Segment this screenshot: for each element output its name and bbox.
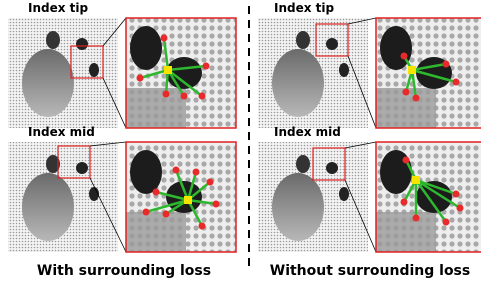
predicted-joint [408, 66, 416, 74]
joint-point [199, 93, 206, 100]
joint-point [137, 75, 144, 82]
zoom-hand [126, 88, 186, 128]
panel-label: Index tip [28, 1, 89, 15]
palm [272, 49, 324, 117]
finger [339, 187, 349, 201]
zoom-hand [376, 212, 436, 252]
finger [89, 63, 99, 77]
joint-point [413, 215, 420, 222]
palm [22, 173, 74, 241]
joint-point [163, 91, 170, 98]
joint-point [213, 201, 220, 208]
predicted-joint [412, 176, 420, 184]
joint-point [193, 169, 200, 176]
caption: Without surrounding loss [270, 263, 470, 279]
joint-point [161, 35, 168, 42]
zoom-blob [380, 150, 412, 194]
joint-point [413, 95, 420, 102]
palm [272, 173, 324, 241]
panel: Index tip [8, 1, 236, 128]
joint-point [453, 191, 460, 198]
joint-point [173, 167, 180, 174]
figure: With surrounding loss Without surroundin… [0, 0, 481, 283]
joint-point [443, 61, 450, 68]
finger [326, 38, 338, 50]
joint-point [401, 199, 408, 206]
panel: Index mid [258, 125, 481, 252]
palm [22, 49, 74, 117]
finger [339, 63, 349, 77]
zoom-blob [130, 150, 162, 194]
thumb [46, 31, 60, 49]
joint-point [453, 79, 460, 86]
joint-point [457, 205, 464, 212]
thumb [296, 31, 310, 49]
joint-point [403, 157, 410, 164]
panel-label: Index mid [274, 125, 341, 139]
joint-point [207, 179, 214, 186]
zoom-blob [130, 26, 162, 70]
joint-point [403, 89, 410, 96]
joint-point [199, 223, 206, 230]
joint-point [181, 93, 188, 100]
zoom-hand [126, 212, 186, 252]
predicted-joint [164, 66, 172, 74]
panels: Index tip Index mid Index tip Index mid [8, 1, 481, 252]
thumb [296, 155, 310, 173]
joint-point [143, 209, 150, 216]
joint-point [163, 211, 170, 218]
panel: Index tip [258, 1, 481, 128]
joint-point [401, 53, 408, 60]
panel: Index mid [8, 125, 236, 252]
panel-label: Index mid [28, 125, 95, 139]
finger [76, 38, 88, 50]
finger [76, 162, 88, 174]
predicted-joint [184, 196, 192, 204]
caption: With surrounding loss [37, 263, 211, 279]
joint-point [443, 219, 450, 226]
joint-point [203, 63, 210, 70]
finger [326, 162, 338, 174]
joint-point [153, 189, 160, 196]
panel-label: Index tip [274, 1, 335, 15]
